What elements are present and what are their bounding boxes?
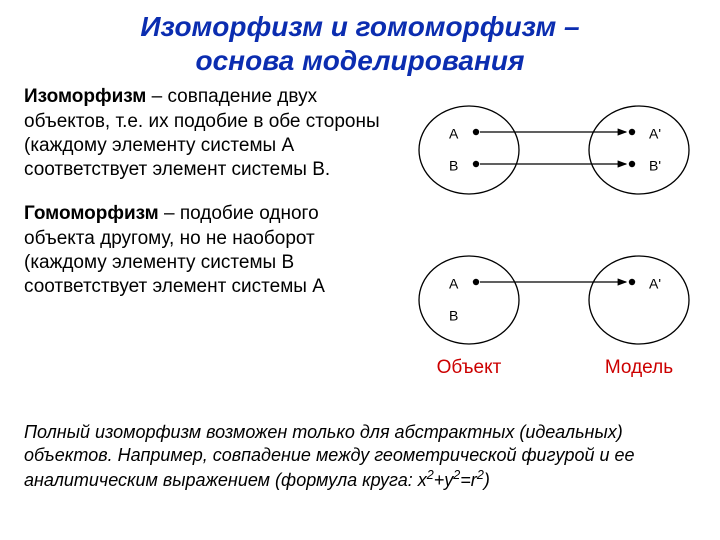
footnote: Полный изоморфизм возможен только для аб…	[0, 415, 720, 492]
title-line-1: Изоморфизм и гомоморфизм –	[140, 11, 579, 42]
term-isomorphism: Изоморфизм	[24, 86, 146, 107]
diagram-column: ABA'B'ABA'ОбъектМодель	[394, 85, 696, 415]
mapping-diagram: ABA'B'ABA'ОбъектМодель	[394, 85, 704, 415]
title-line-2: основа моделирования	[196, 45, 525, 76]
svg-text:B': B'	[649, 158, 661, 174]
page-title: Изоморфизм и гомоморфизм – основа модели…	[0, 0, 720, 85]
svg-text:Модель: Модель	[604, 357, 672, 378]
term-homomorphism: Гомоморфизм	[24, 203, 159, 224]
text-column: Изоморфизм – совпадение двух объектов, т…	[24, 85, 394, 415]
definition-isomorphism: Изоморфизм – совпадение двух объектов, т…	[24, 85, 384, 182]
definition-homomorphism: Гомоморфизм – подобие одного объекта дру…	[24, 202, 384, 299]
svg-text:A: A	[449, 276, 459, 292]
svg-text:Объект: Объект	[436, 357, 501, 378]
svg-text:A': A'	[649, 126, 661, 142]
svg-text:A': A'	[649, 276, 661, 292]
content-row: Изоморфизм – совпадение двух объектов, т…	[0, 85, 720, 415]
svg-text:B: B	[449, 308, 458, 324]
svg-text:B: B	[449, 158, 458, 174]
svg-text:A: A	[449, 126, 459, 142]
